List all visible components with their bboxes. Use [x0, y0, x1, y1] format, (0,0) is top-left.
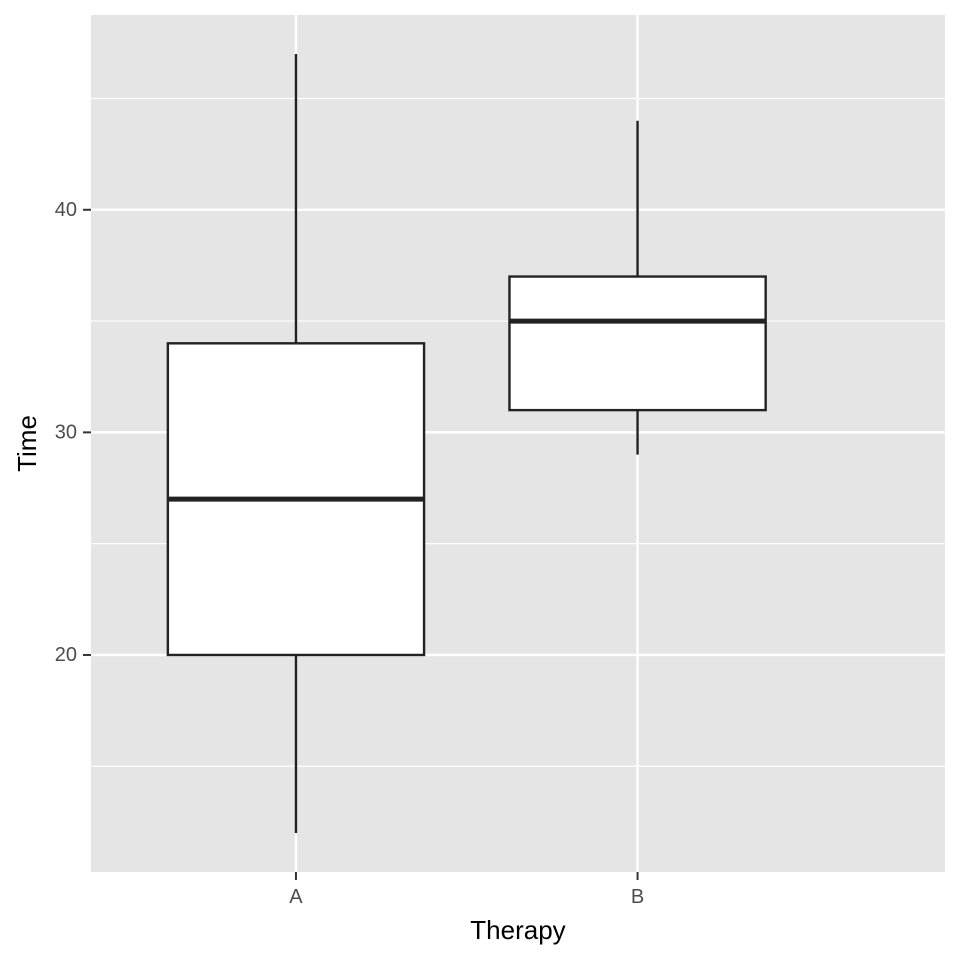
x-axis-title: Therapy: [470, 915, 565, 945]
y-tick-label: 40: [55, 199, 77, 221]
y-axis-title: Time: [12, 415, 42, 472]
box-A: [166, 53, 426, 834]
iqr-box: [508, 275, 767, 412]
y-tick-label: 30: [55, 421, 77, 443]
y-axis: 20 30 40: [55, 199, 91, 666]
y-tick-label: 20: [55, 644, 77, 666]
box-B: [508, 120, 767, 455]
x-tick-label: B: [631, 886, 644, 908]
x-tick-label: A: [289, 886, 303, 908]
boxes-layer: [166, 53, 767, 834]
